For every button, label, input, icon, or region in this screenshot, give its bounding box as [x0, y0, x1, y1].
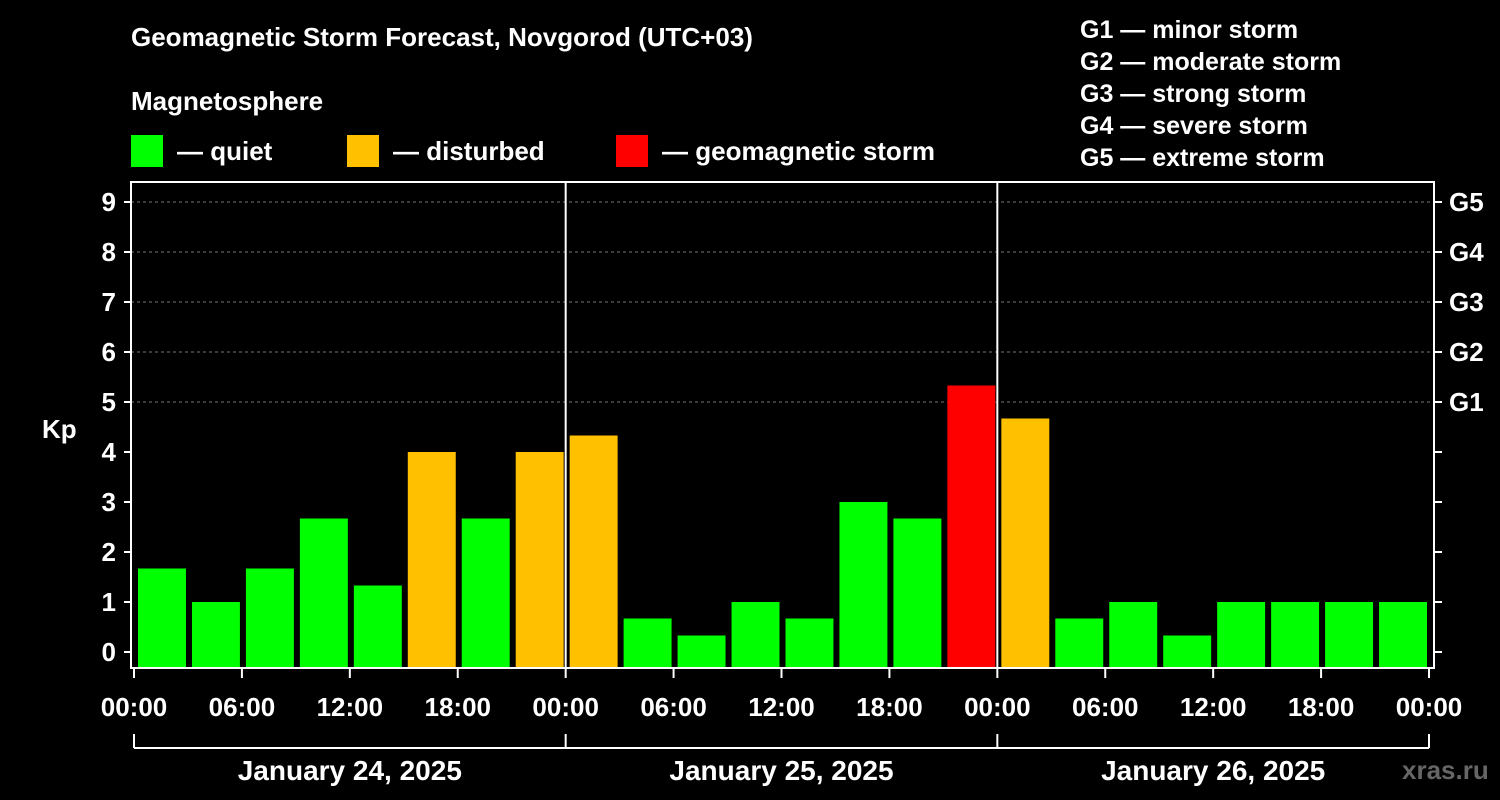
- g1-legend: G1 — minor storm: [1080, 16, 1299, 44]
- x-tick-label: 06:00: [209, 692, 276, 722]
- legend-disturbed: — disturbed: [347, 134, 545, 168]
- g5-legend: G5 — extreme storm: [1080, 144, 1325, 172]
- g-level-label: G3: [1449, 287, 1484, 317]
- x-tick-label: 12:00: [1180, 692, 1247, 722]
- kp-bar: [461, 518, 510, 668]
- y-axis-label: Kp: [42, 414, 77, 444]
- x-tick-label: 00:00: [532, 692, 599, 722]
- kp-bar: [138, 568, 186, 668]
- legend-disturbed-swatch: [347, 135, 379, 167]
- kp-bar: [353, 585, 402, 668]
- legend-quiet: — quiet: [131, 134, 272, 168]
- kp-bar: [569, 435, 618, 668]
- kp-bar: [947, 385, 996, 668]
- kp-bar: [1325, 602, 1374, 668]
- g-level-label: G2: [1449, 337, 1484, 367]
- y-tick-label: 6: [102, 337, 116, 367]
- legend-storm-label: — geomagnetic storm: [662, 135, 936, 166]
- legend-storm: — geomagnetic storm: [616, 134, 935, 168]
- y-tick-label: 5: [102, 387, 116, 417]
- kp-bar: [1379, 602, 1427, 668]
- g-level-label: G4: [1449, 237, 1484, 267]
- y-tick-label: 3: [102, 487, 116, 517]
- kp-bar: [623, 618, 672, 668]
- magnetosphere-label: Magnetosphere: [131, 86, 324, 116]
- legend-storm-swatch: [616, 135, 648, 167]
- x-tick-label: 00:00: [964, 692, 1031, 722]
- kp-bar: [785, 618, 834, 668]
- g4-legend: G4 — severe storm: [1080, 112, 1308, 140]
- x-tick-label: 00:00: [101, 692, 168, 722]
- kp-bar: [515, 452, 564, 668]
- x-tick-label: 00:00: [1396, 692, 1463, 722]
- day-label: January 25, 2025: [669, 755, 893, 786]
- x-tick-label: 06:00: [640, 692, 707, 722]
- y-tick-label: 7: [102, 287, 116, 317]
- day-label: January 24, 2025: [238, 755, 462, 786]
- kp-bar: [1163, 635, 1212, 668]
- g2-legend: G2 — moderate storm: [1080, 48, 1342, 76]
- x-tick-label: 12:00: [317, 692, 384, 722]
- g-scale-legend: G1 — minor storm G2 — moderate storm G3 …: [1080, 14, 1341, 174]
- y-tick-label: 8: [102, 237, 116, 267]
- kp-bar: [893, 518, 942, 668]
- g-level-label: G5: [1449, 187, 1484, 217]
- y-tick-label: 2: [102, 537, 116, 567]
- y-tick-label: 0: [102, 637, 116, 667]
- day-label: January 26, 2025: [1101, 755, 1325, 786]
- legend-quiet-swatch: [131, 135, 163, 167]
- watermark: xras.ru: [1402, 755, 1489, 785]
- g3-legend: G3 — strong storm: [1080, 80, 1307, 108]
- kp-bar: [1217, 602, 1266, 668]
- y-tick-label: 9: [102, 187, 116, 217]
- x-tick-label: 18:00: [425, 692, 492, 722]
- y-tick-label: 1: [102, 587, 116, 617]
- x-tick-label: 06:00: [1072, 692, 1139, 722]
- kp-bar: [1109, 602, 1158, 668]
- kp-bar: [1055, 618, 1104, 668]
- legend-disturbed-label: — disturbed: [393, 135, 545, 166]
- x-tick-label: 18:00: [856, 692, 923, 722]
- kp-bar: [1271, 602, 1320, 668]
- legend-quiet-label: — quiet: [177, 135, 273, 166]
- kp-bar: [407, 452, 456, 668]
- kp-bar: [731, 602, 780, 668]
- kp-bar: [245, 568, 294, 668]
- x-tick-label: 18:00: [1288, 692, 1355, 722]
- kp-bar: [191, 602, 240, 668]
- g-level-label: G1: [1449, 387, 1484, 417]
- kp-bar: [299, 518, 348, 668]
- x-tick-label: 12:00: [748, 692, 815, 722]
- kp-bar: [1001, 418, 1050, 668]
- kp-bar: [839, 502, 888, 668]
- chart-title: Geomagnetic Storm Forecast, Novgorod (UT…: [131, 22, 753, 52]
- y-tick-label: 4: [102, 437, 117, 467]
- kp-bar: [677, 635, 726, 668]
